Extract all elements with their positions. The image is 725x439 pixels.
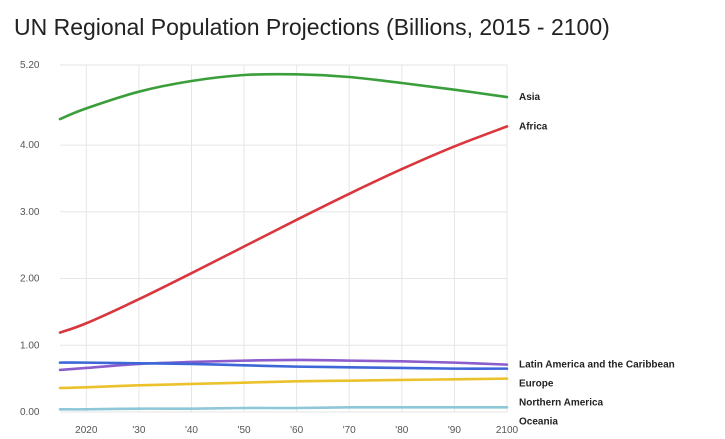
chart-title: UN Regional Population Projections (Bill… xyxy=(14,14,610,40)
series-label-northern-america: Northern America xyxy=(519,398,604,409)
x-tick-label: 2020 xyxy=(75,425,98,436)
x-tick-label: '60 xyxy=(290,425,303,436)
x-tick-label: '50 xyxy=(238,425,251,436)
series-label-asia: Asia xyxy=(519,92,541,103)
series-label-latin-america-and-the-caribbean: Latin America and the Caribbean xyxy=(519,360,675,371)
x-tick-label: '40 xyxy=(185,425,198,436)
series-label-europe: Europe xyxy=(519,379,554,390)
x-tick-label: '90 xyxy=(448,425,461,436)
y-tick-label: 1.00 xyxy=(20,340,40,351)
x-tick-label: '30 xyxy=(132,425,145,436)
series-line-africa xyxy=(58,125,509,334)
y-tick-label: 0.00 xyxy=(20,407,40,418)
series-line-asia xyxy=(58,72,509,121)
y-tick-label: 4.00 xyxy=(20,140,40,151)
y-tick-label: 2.00 xyxy=(20,274,40,285)
series-line-latin-america-and-the-caribbean xyxy=(58,358,509,372)
series-label-oceania: Oceania xyxy=(519,417,558,428)
x-tick-label: '80 xyxy=(395,425,408,436)
y-tick-label: 5.20 xyxy=(20,60,40,71)
series-line-northern-america xyxy=(58,377,509,390)
series-label-africa: Africa xyxy=(519,121,548,132)
y-tick-label: 3.00 xyxy=(20,207,40,218)
series-line-oceania xyxy=(58,405,509,411)
x-tick-label: '70 xyxy=(343,425,356,436)
series-line-europe xyxy=(58,361,509,370)
x-tick-label: 2100 xyxy=(496,425,519,436)
